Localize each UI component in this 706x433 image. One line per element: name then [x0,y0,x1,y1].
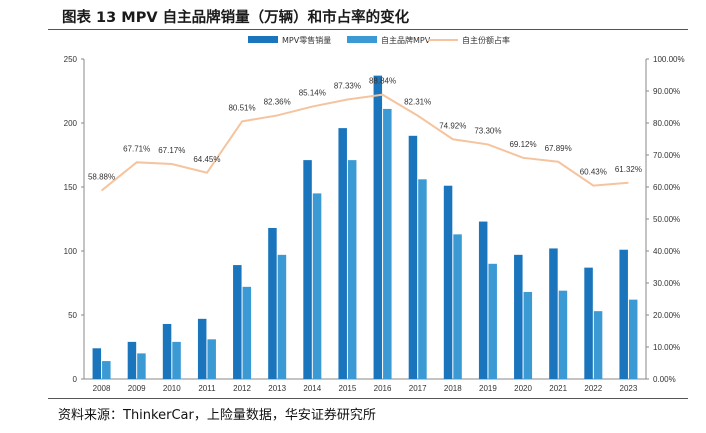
x-tick-label: 2010 [163,384,181,393]
share-polyline [100,93,629,192]
left-tick-label: 100 [64,247,78,256]
left-tick-label: 250 [64,55,78,64]
legend-label-domestic-mpv: 自主品牌MPV [381,35,431,45]
x-tick-label: 2016 [374,384,392,393]
chart-title: 图表 13 MPV 自主品牌销量（万辆）和市占率的变化 [62,10,410,26]
bar-domestic-mpv [277,254,287,379]
share-data-label: 67.71% [123,144,150,153]
left-tick-label: 150 [64,183,78,192]
legend-swatch-domestic-mpv [347,36,377,43]
share-data-label: 60.43% [580,168,607,177]
x-tick-label: 2013 [268,384,286,393]
share-data-label: 67.89% [545,144,572,153]
legend-label-share: 自主份额占率 [462,35,510,45]
bar-mpv-sales [197,318,207,379]
legend-swatch-mpv-sales [248,36,278,43]
x-tick-label: 2023 [620,384,638,393]
share-data-label: 87.33% [334,82,361,91]
x-tick-label: 2011 [198,384,216,393]
bar-domestic-mpv [137,353,146,379]
bar-domestic-mpv [523,291,533,379]
x-tick-label: 2019 [479,384,497,393]
right-tick-label: 40.00% [653,247,680,256]
bar-domestic-mpv [453,234,462,379]
bar-mpv-sales [233,265,242,379]
bar-mpv-sales [443,185,453,379]
share-line [100,93,629,192]
legend: MPV零售销量 自主品牌MPV 自主份额占率 [248,35,510,45]
right-tick-label: 60.00% [653,183,680,192]
right-tick-label: 20.00% [653,311,680,320]
left-tick-label: 200 [64,119,78,128]
share-data-label: 74.92% [439,121,466,130]
right-tick-label: 50.00% [653,215,680,224]
bar-domestic-mpv [628,299,638,379]
share-data-label: 88.84% [369,77,396,86]
bar-mpv-sales [619,249,628,379]
x-tick-label: 2008 [93,384,111,393]
x-tick-label: 2017 [409,384,427,393]
bars [92,75,638,380]
data-labels: 58.88% 67.71% 67.17% 64.45% 80.51% 82.36% 85.1… [88,77,642,182]
share-data-label: 85.14% [299,89,326,98]
bar-domestic-mpv [383,108,392,380]
bar-mpv-sales [514,254,523,379]
bar-mpv-sales [549,248,558,379]
x-tick-label: 2009 [128,384,146,393]
bar-mpv-sales [338,128,347,379]
bar-domestic-mpv [207,339,216,379]
x-tick-label: 2021 [549,384,567,393]
left-tick-label: 0 [73,375,78,384]
bar-domestic-mpv [488,263,497,379]
bar-domestic-mpv [418,179,427,379]
bar-mpv-sales [408,135,418,379]
bar-domestic-mpv [558,290,568,379]
x-tick-label: 2014 [303,384,321,393]
bar-mpv-sales [303,160,312,379]
x-tick-label: 2022 [584,384,602,393]
bar-domestic-mpv [242,286,252,379]
share-data-label: 67.17% [158,146,185,155]
share-data-label: 64.45% [193,155,220,164]
right-tick-label: 100.00% [653,55,685,64]
title-divider [48,29,688,30]
source-divider [48,398,688,399]
bar-mpv-sales [373,75,383,379]
bar-domestic-mpv [347,160,357,379]
bar-mpv-sales [162,323,172,379]
right-tick-label: 0.00% [653,375,676,384]
right-tick-label: 10.00% [653,343,680,352]
share-data-label: 61.32% [615,165,642,174]
bar-domestic-mpv [102,361,111,379]
share-data-label: 58.88% [88,173,115,182]
axes: 0 50 100 150 200 250 0.00% 10.00% 20.00% 30.00% 40… [64,55,685,393]
bar-domestic-mpv [593,311,603,379]
share-data-label: 82.36% [264,97,291,106]
right-tick-label: 30.00% [653,279,680,288]
bar-mpv-sales [478,221,488,379]
bar-mpv-sales [268,227,277,379]
bar-mpv-sales [92,348,102,379]
bar-domestic-mpv [312,193,322,379]
bar-mpv-sales [127,341,137,379]
share-data-label: 82.31% [404,98,431,107]
source-note: 资料来源：ThinkerCar，上险量数据，华安证券研究所 [58,408,376,423]
right-tick-label: 80.00% [653,119,680,128]
bar-mpv-sales [584,267,593,379]
share-data-label: 80.51% [228,103,255,112]
share-data-label: 69.12% [509,140,536,149]
x-tick-label: 2015 [339,384,357,393]
share-data-label: 73.30% [474,126,501,135]
x-tick-label: 2012 [233,384,251,393]
legend-label-mpv-sales: MPV零售销量 [282,35,331,45]
x-tick-label: 2018 [444,384,462,393]
bar-domestic-mpv [172,341,181,379]
right-tick-label: 70.00% [653,151,680,160]
left-tick-label: 50 [68,311,77,320]
right-tick-label: 90.00% [653,87,680,96]
x-tick-label: 2020 [514,384,532,393]
